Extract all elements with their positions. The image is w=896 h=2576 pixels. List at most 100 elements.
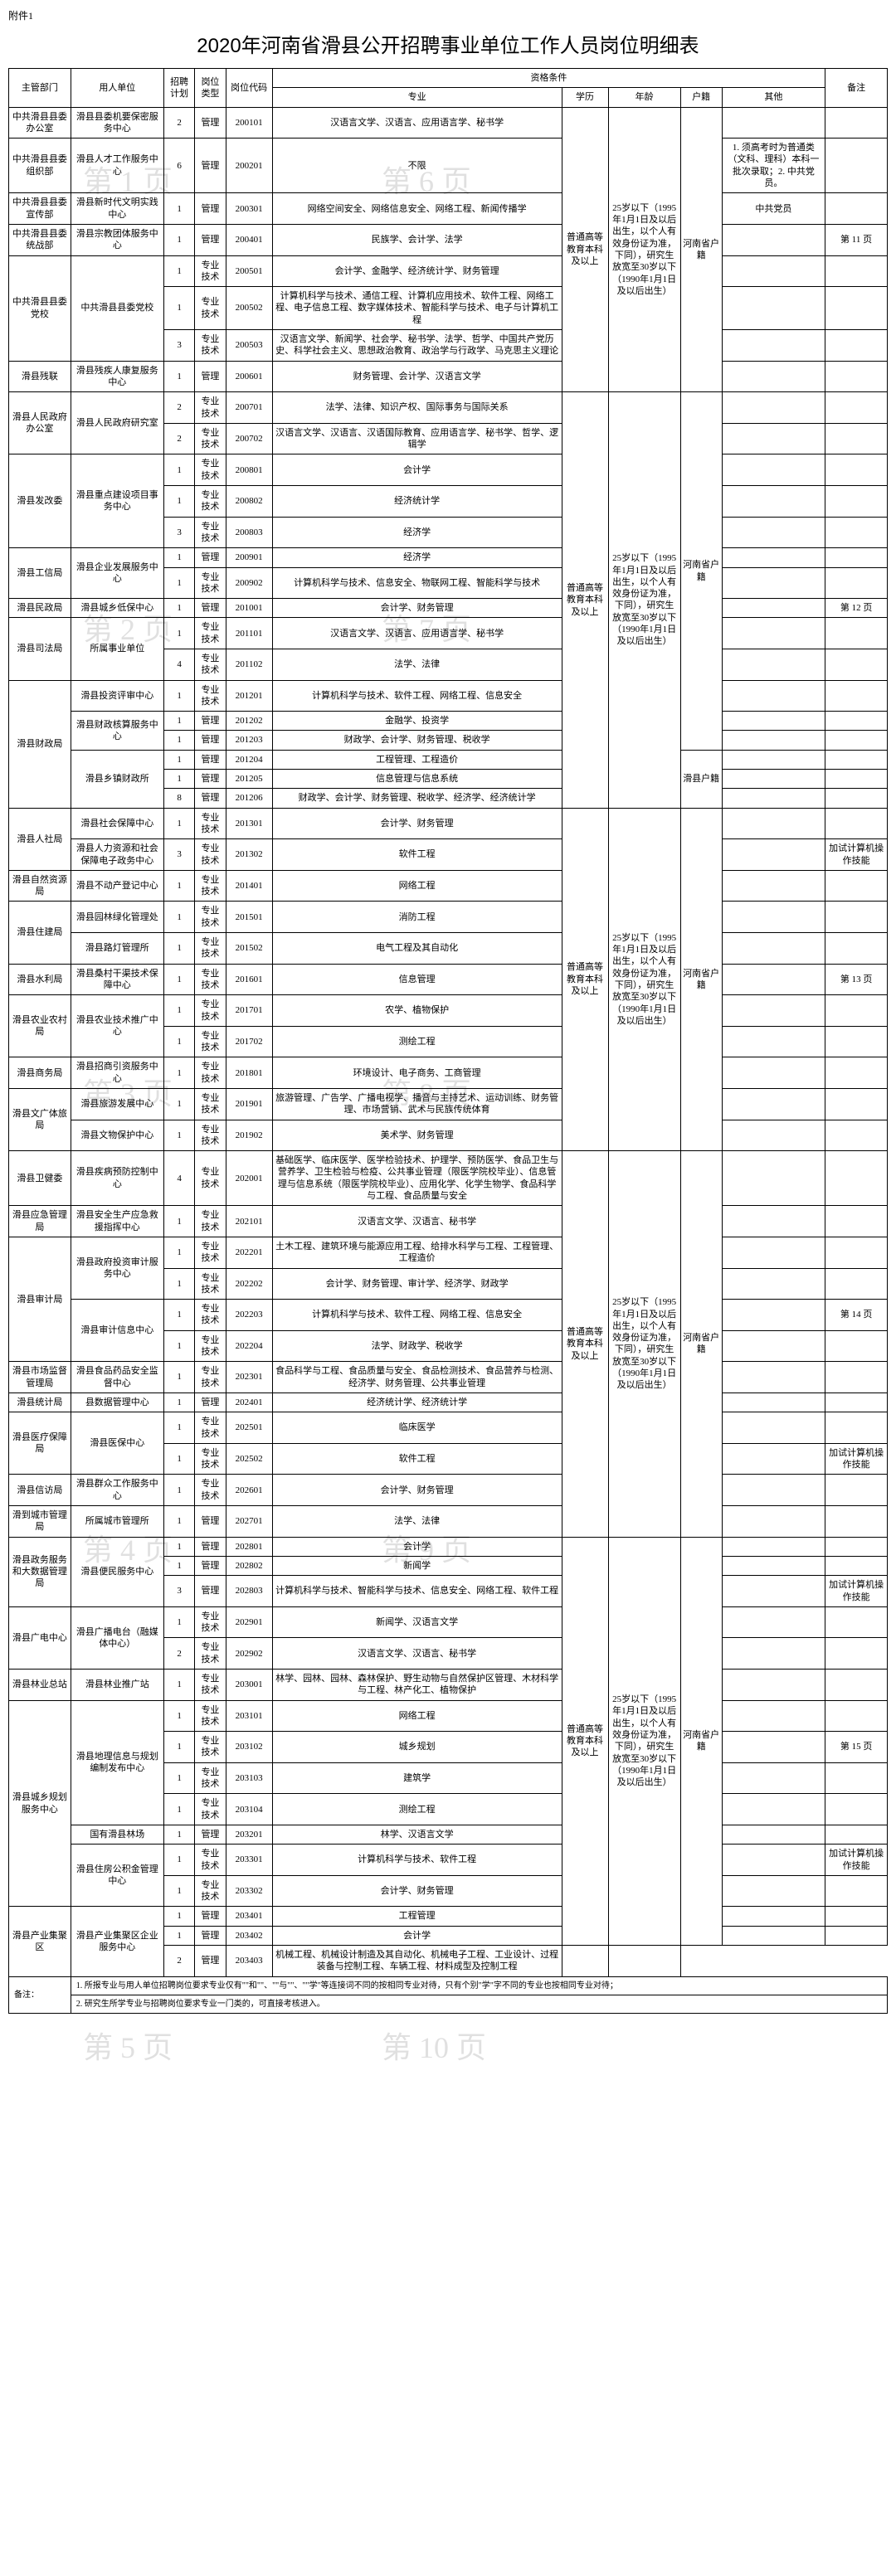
cell-major: 会计学 — [272, 1537, 562, 1556]
cell-plan: 1 — [163, 680, 194, 712]
cell-code: 200401 — [226, 224, 272, 255]
cell-note: 加试计算机操作技能 — [825, 839, 888, 871]
cell-unit: 滑县农业技术推广中心 — [71, 995, 163, 1057]
cell-plan: 3 — [163, 1576, 194, 1607]
cell-code: 201901 — [226, 1089, 272, 1120]
cell-major: 财政学、会计学、财务管理、税收学 — [272, 731, 562, 750]
cell-unit: 滑县桑村干渠技术保障中心 — [71, 964, 163, 995]
cell-type: 专业技术 — [195, 1120, 226, 1151]
cell-other — [722, 1206, 825, 1237]
cell-note — [825, 567, 888, 599]
cell-code: 200701 — [226, 392, 272, 424]
cell-dept: 中共滑县县委党校 — [9, 255, 71, 361]
cell-dept: 滑县人民政府办公室 — [9, 392, 71, 454]
cell-code: 202803 — [226, 1576, 272, 1607]
cell-type: 专业技术 — [195, 1300, 226, 1331]
cell-major: 会计学、财务管理、审计学、经济学、财政学 — [272, 1268, 562, 1300]
cell-major: 网络工程 — [272, 870, 562, 902]
cell-code: 202701 — [226, 1506, 272, 1538]
cell-plan: 3 — [163, 330, 194, 362]
cell-dept: 滑县市场监督管理局 — [9, 1362, 71, 1393]
cell-plan: 1 — [163, 1057, 194, 1089]
cell-note — [825, 1151, 888, 1206]
cell-other — [722, 712, 825, 731]
cell-type: 专业技术 — [195, 680, 226, 712]
cell-major: 临床医学 — [272, 1412, 562, 1444]
cell-hukou: 河南省户籍 — [680, 808, 722, 1151]
cell-code: 203104 — [226, 1794, 272, 1825]
cell-major: 环境设计、电子商务、工商管理 — [272, 1057, 562, 1089]
table-row: 滑县市场监督管理局滑县食品药品安全监督中心1专业技术202301食品科学与工程、… — [9, 1362, 888, 1393]
cell-plan: 1 — [163, 770, 194, 789]
cell-dept: 滑县政务服务和大数据管理局 — [9, 1537, 71, 1606]
cell-other — [722, 1537, 825, 1556]
cell-code: 202202 — [226, 1268, 272, 1300]
cell-code: 203101 — [226, 1700, 272, 1732]
cell-hukou: 河南省户籍 — [680, 1537, 722, 1945]
cell-type: 专业技术 — [195, 1443, 226, 1475]
table-row: 滑县住建局滑县园林绿化管理处1专业技术201501消防工程 — [9, 902, 888, 933]
cell-note — [825, 1268, 888, 1300]
cell-note: 加试计算机操作技能 — [825, 1443, 888, 1475]
cell-other — [722, 1443, 825, 1475]
cell-type: 专业技术 — [195, 1089, 226, 1120]
cell-type: 专业技术 — [195, 1794, 226, 1825]
cell-type: 管理 — [195, 789, 226, 808]
cell-dept: 滑县商务局 — [9, 1057, 71, 1089]
cell-other — [722, 870, 825, 902]
cell-other — [722, 1732, 825, 1763]
cell-plan: 1 — [163, 1362, 194, 1393]
cell-note — [825, 1669, 888, 1700]
table-row: 中共滑县县委宣传部滑县新时代文明实践中心1管理200301网络空间安全、网络信息… — [9, 193, 888, 225]
cell-type: 管理 — [195, 1392, 226, 1412]
cell-major: 金融学、投资学 — [272, 712, 562, 731]
cell-other — [722, 1120, 825, 1151]
cell-note: 第 11 页 — [825, 224, 888, 255]
cell-note — [825, 1330, 888, 1362]
table-row: 滑县民政局滑县城乡低保中心1管理201001会计学、财务管理第 12 页 — [9, 599, 888, 618]
cell-plan: 1 — [163, 1475, 194, 1506]
cell-plan: 1 — [163, 1794, 194, 1825]
cell-note: 第 15 页 — [825, 1732, 888, 1763]
cell-note — [825, 680, 888, 712]
cell-note — [825, 1537, 888, 1556]
cell-code: 201501 — [226, 902, 272, 933]
cell-type: 专业技术 — [195, 995, 226, 1027]
cell-type: 专业技术 — [195, 1268, 226, 1300]
cell-plan: 1 — [163, 870, 194, 902]
cell-note — [825, 1606, 888, 1638]
cell-other — [722, 1506, 825, 1538]
cell-note — [825, 330, 888, 362]
cell-dept: 滑县民政局 — [9, 599, 71, 618]
cell-note — [825, 1825, 888, 1844]
cell-note — [825, 1700, 888, 1732]
cell-major: 计算机科学与技术、智能科学与技术、信息安全、网络工程、软件工程 — [272, 1576, 562, 1607]
cell-note — [825, 255, 888, 287]
cell-other — [722, 392, 825, 424]
cell-plan: 1 — [163, 1443, 194, 1475]
cell-type: 专业技术 — [195, 255, 226, 287]
cell-type: 管理 — [195, 1926, 226, 1945]
cell-plan: 1 — [163, 712, 194, 731]
cell-code: 201203 — [226, 731, 272, 750]
cell-unit: 滑县县委机要保密服务中心 — [71, 107, 163, 139]
cell-major: 经济统计学 — [272, 486, 562, 518]
cell-unit: 滑县园林绿化管理处 — [71, 902, 163, 933]
cell-note — [825, 649, 888, 680]
cell-other — [722, 1926, 825, 1945]
cell-note — [825, 1907, 888, 1926]
cell-major: 法学、财政学、税收学 — [272, 1330, 562, 1362]
header-dept: 主管部门 — [9, 69, 71, 108]
cell-code: 202901 — [226, 1606, 272, 1638]
cell-code: 201701 — [226, 995, 272, 1027]
cell-type: 专业技术 — [195, 902, 226, 933]
cell-plan: 1 — [163, 808, 194, 839]
cell-code: 200301 — [226, 193, 272, 225]
cell-note — [825, 731, 888, 750]
header-type: 岗位类型 — [195, 69, 226, 108]
cell-other: 1. 须高考时为普通类（文科、理科）本科一批次录取；2. 中共党员。 — [722, 139, 825, 193]
cell-unit: 滑县残疾人康复服务中心 — [71, 361, 163, 392]
cell-merged: 25岁以下（1995年1月1日及以后出生，以个人有效身份证为准，下同），研究生放… — [608, 1151, 680, 1537]
cell-plan: 2 — [163, 423, 194, 454]
cell-dept: 滑县住建局 — [9, 902, 71, 964]
